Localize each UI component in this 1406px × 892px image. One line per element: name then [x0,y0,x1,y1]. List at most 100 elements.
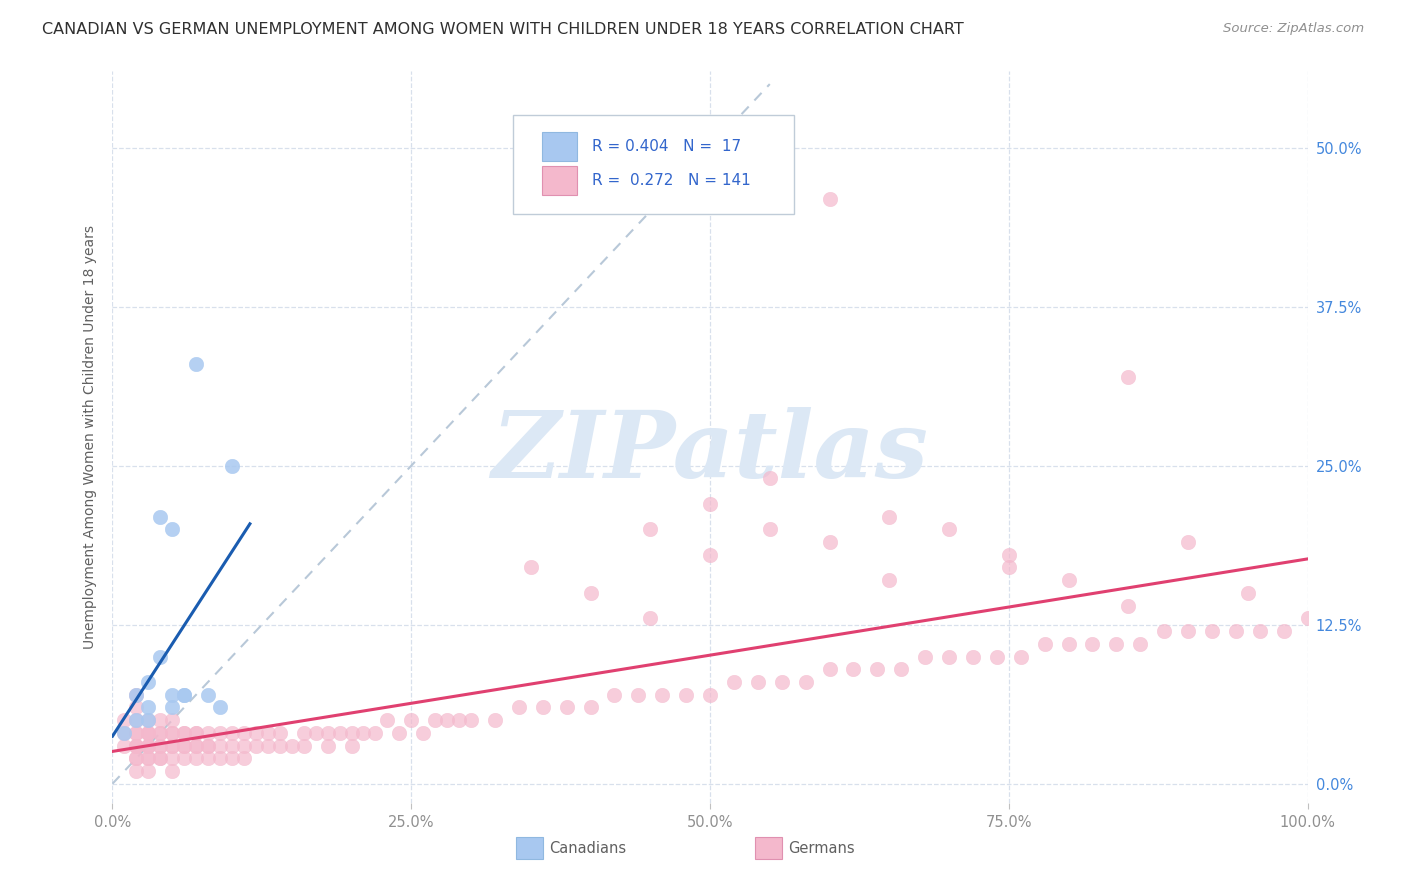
Point [759,471,782,485]
Point [138,764,160,778]
Point [186,357,208,371]
Point [162,739,183,753]
Point [125,751,148,765]
Point [125,726,148,740]
Point [162,751,183,765]
Point [114,726,135,740]
Point [269,739,291,753]
Point [292,739,315,753]
Point [879,509,901,524]
Point [579,700,602,714]
Point [401,713,423,727]
Point [723,675,745,690]
Point [1225,624,1247,638]
Point [1105,637,1128,651]
Point [531,700,554,714]
Point [162,688,183,702]
Point [364,726,387,740]
Text: Source: ZipAtlas.com: Source: ZipAtlas.com [1223,22,1364,36]
Text: CANADIAN VS GERMAN UNEMPLOYMENT AMONG WOMEN WITH CHILDREN UNDER 18 YEARS CORRELA: CANADIAN VS GERMAN UNEMPLOYMENT AMONG WO… [42,22,965,37]
Point [209,751,232,765]
Point [340,739,363,753]
Point [149,509,172,524]
Point [149,713,172,727]
Bar [541,132,578,161]
Point [508,700,530,714]
Point [138,700,160,714]
Text: ZIPatlas: ZIPatlas [492,407,928,497]
Point [794,675,817,690]
Point [1010,649,1032,664]
Point [1201,624,1223,638]
Point [209,739,232,753]
Point [257,739,280,753]
Point [998,560,1021,574]
Point [998,548,1021,562]
Point [149,751,172,765]
Point [186,726,208,740]
Bar [755,838,782,859]
Point [1177,535,1199,549]
Point [447,713,470,727]
Point [675,688,697,702]
Point [866,662,889,676]
Point [186,739,208,753]
Point [1237,586,1260,600]
Point [173,688,195,702]
Point [651,688,673,702]
Point [747,675,769,690]
Point [125,739,148,753]
Point [138,739,160,753]
Point [1057,637,1080,651]
Point [1057,573,1080,587]
Point [138,675,160,690]
Point [149,726,172,740]
Point [759,522,782,536]
Point [388,726,411,740]
Point [340,726,363,740]
Point [173,726,195,740]
Point [1118,369,1140,384]
Point [125,739,148,753]
Point [699,497,721,511]
Point [938,522,960,536]
Point [149,739,172,753]
Point [579,586,602,600]
Point [186,739,208,753]
Point [173,739,195,753]
Bar [541,166,578,195]
Point [162,726,183,740]
Point [125,713,148,727]
Y-axis label: Unemployment Among Women with Children Under 18 years: Unemployment Among Women with Children U… [83,225,97,649]
Point [149,739,172,753]
Point [1153,624,1175,638]
Point [162,739,183,753]
Point [699,548,721,562]
Point [377,713,399,727]
Point [281,739,304,753]
Point [173,751,195,765]
Point [138,751,160,765]
Point [425,713,447,727]
Point [138,739,160,753]
Point [1081,637,1104,651]
Point [149,751,172,765]
Point [1177,624,1199,638]
Point [305,726,328,740]
Point [914,649,936,664]
Point [138,751,160,765]
Point [221,739,243,753]
Bar [516,838,543,859]
Point [125,739,148,753]
Point [197,726,219,740]
Point [1129,637,1152,651]
Point [162,700,183,714]
Point [352,726,374,740]
Point [209,726,232,740]
Point [149,726,172,740]
Point [603,688,626,702]
Point [197,739,219,753]
Point [138,713,160,727]
Point [149,649,172,664]
Point [186,726,208,740]
